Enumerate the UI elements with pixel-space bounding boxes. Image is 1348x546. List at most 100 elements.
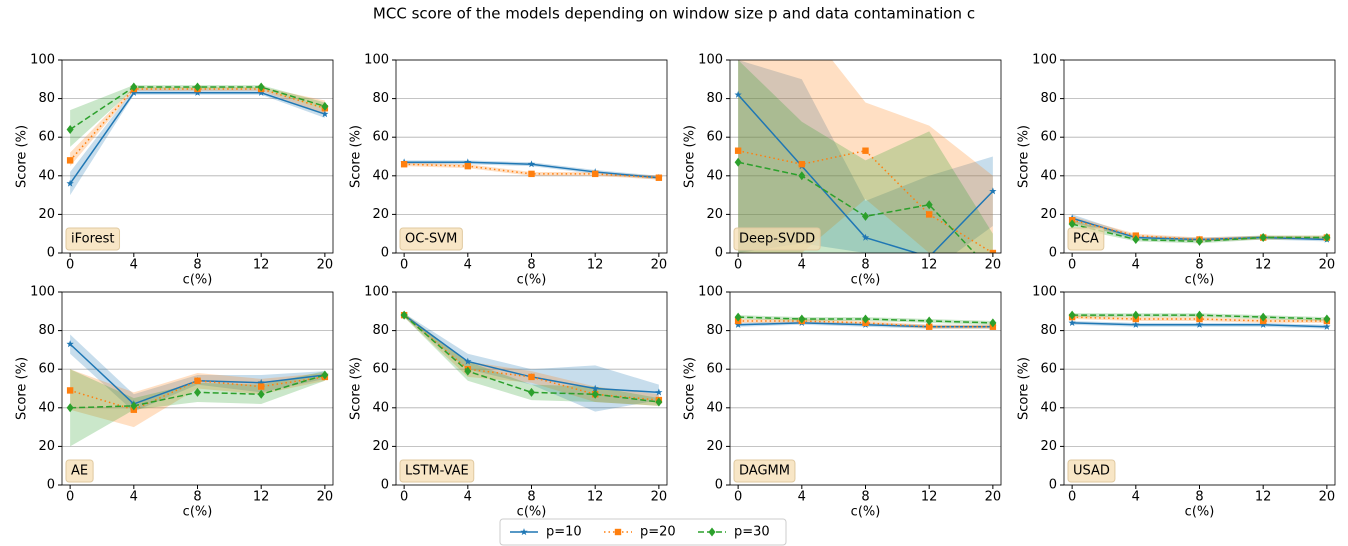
x-axis-label: c(%): [1185, 273, 1215, 288]
x-axis-label: c(%): [183, 273, 213, 288]
figure-title: MCC score of the models depending on win…: [373, 5, 975, 23]
marker-diamond: [130, 401, 138, 411]
marker-star: [257, 89, 265, 96]
marker-diamond: [1068, 310, 1076, 320]
x-tick-label: 0: [1068, 490, 1076, 505]
y-tick-label: 0: [381, 478, 389, 493]
frame: [1063, 291, 1336, 486]
x-tick-label: 8: [527, 490, 535, 505]
legend-box: [499, 518, 787, 546]
x-tick-label: 0: [1068, 258, 1076, 273]
x-tick-label: 20: [317, 490, 334, 505]
x-tick-label: 0: [400, 490, 408, 505]
marker-diamond: [257, 82, 265, 92]
marker-diamond: [1196, 310, 1203, 320]
x-tick-label: 4: [130, 258, 138, 273]
subplot: 0 20 40 60 80 100 0 4 8 12 20 c(%) Score (%) PCA: [1017, 53, 1336, 288]
y-tick-label: 100: [364, 53, 389, 68]
marker-star: [1132, 321, 1140, 328]
marker-star: [989, 187, 997, 195]
x-tick-label: 4: [798, 258, 806, 273]
marker-diamond: [194, 82, 201, 92]
x-tick-label: 8: [193, 490, 201, 505]
marker-diamond: [66, 124, 74, 134]
marker-square: [734, 147, 742, 154]
marker-diamond: [528, 387, 535, 397]
panel-label: iForest: [71, 232, 115, 247]
marker-square: [528, 170, 535, 178]
y-tick-label: 60: [372, 362, 389, 377]
y-axis-label: Score (%): [1017, 125, 1032, 188]
plot-area: [66, 82, 329, 196]
y-tick-label: 20: [706, 207, 723, 222]
marker-square: [464, 162, 472, 170]
panel-label-box: [733, 227, 821, 251]
marker-diamond: [708, 527, 716, 537]
marker-square: [862, 147, 869, 154]
y-tick-label: 100: [1032, 53, 1057, 68]
x-tick-label: 20: [1319, 258, 1336, 273]
marker-diamond: [66, 403, 74, 413]
y-tick-label: 0: [1049, 478, 1057, 493]
y-tick-label: 80: [706, 91, 723, 106]
marker-star: [655, 388, 663, 396]
y-tick-label: 100: [1032, 285, 1057, 300]
x-tick-label: 4: [1132, 490, 1140, 505]
y-tick-label: 80: [372, 91, 389, 106]
marker-square: [989, 249, 997, 253]
x-axis-label: c(%): [851, 273, 881, 288]
marker-diamond: [734, 157, 742, 167]
y-tick-label: 20: [38, 439, 55, 454]
y-tick-label: 100: [698, 53, 723, 68]
subplot: 0 20 40 60 80 100 0 4 8 12 20 c(%) Score (%) DAGMM: [683, 285, 1002, 520]
marker-diamond: [1323, 314, 1331, 324]
marker-star: [321, 110, 329, 118]
marker-square: [194, 377, 201, 384]
y-tick-label: 60: [38, 130, 55, 145]
x-tick-label: 12: [253, 490, 270, 505]
marker-star: [1323, 322, 1331, 330]
y-tick-label: 40: [706, 400, 723, 415]
y-tick-label: 20: [1040, 439, 1057, 454]
x-tick-label: 12: [1255, 490, 1272, 505]
x-tick-label: 20: [651, 490, 668, 505]
y-axis-label: Score (%): [15, 125, 30, 188]
y-tick-label: 100: [698, 285, 723, 300]
x-axis-label: c(%): [517, 273, 547, 288]
marker-diamond: [1132, 234, 1140, 244]
marker-diamond: [464, 366, 472, 376]
y-tick-label: 80: [372, 323, 389, 338]
marker-diamond: [925, 200, 933, 210]
x-tick-label: 8: [1195, 258, 1203, 273]
y-tick-label: 40: [1040, 168, 1057, 183]
plot-area: [66, 334, 329, 447]
marker-diamond: [321, 370, 329, 380]
panel-label-box: [65, 227, 121, 251]
y-axis-label: Score (%): [683, 125, 698, 188]
y-axis-label: Score (%): [15, 357, 30, 420]
x-axis-label: c(%): [517, 505, 547, 520]
panel-label: OC-SVM: [405, 232, 457, 247]
y-tick-label: 80: [38, 91, 55, 106]
y-tick-label: 60: [1040, 362, 1057, 377]
panel-label-box: [1067, 459, 1116, 483]
x-axis-label: c(%): [183, 505, 213, 520]
subplot: 0 20 40 60 80 100 0 4 8 12 20 c(%) Score (%) OC-SVM: [349, 53, 668, 288]
marker-star: [1195, 321, 1204, 328]
legend-label: p=10: [546, 525, 582, 540]
panel-label-box: [733, 459, 796, 483]
x-tick-label: 8: [1195, 490, 1203, 505]
y-tick-label: 80: [38, 323, 55, 338]
marker-square: [257, 383, 265, 390]
panel-label: PCA: [1073, 232, 1099, 247]
y-tick-label: 20: [38, 207, 55, 222]
y-tick-label: 60: [1040, 130, 1057, 145]
marker-square: [614, 528, 622, 536]
marker-square: [655, 174, 663, 181]
legend-label: p=20: [640, 525, 676, 540]
y-axis-label: Score (%): [1017, 357, 1032, 420]
x-tick-label: 20: [651, 258, 668, 273]
frame: [395, 59, 668, 254]
panel-label: AE: [71, 464, 88, 479]
